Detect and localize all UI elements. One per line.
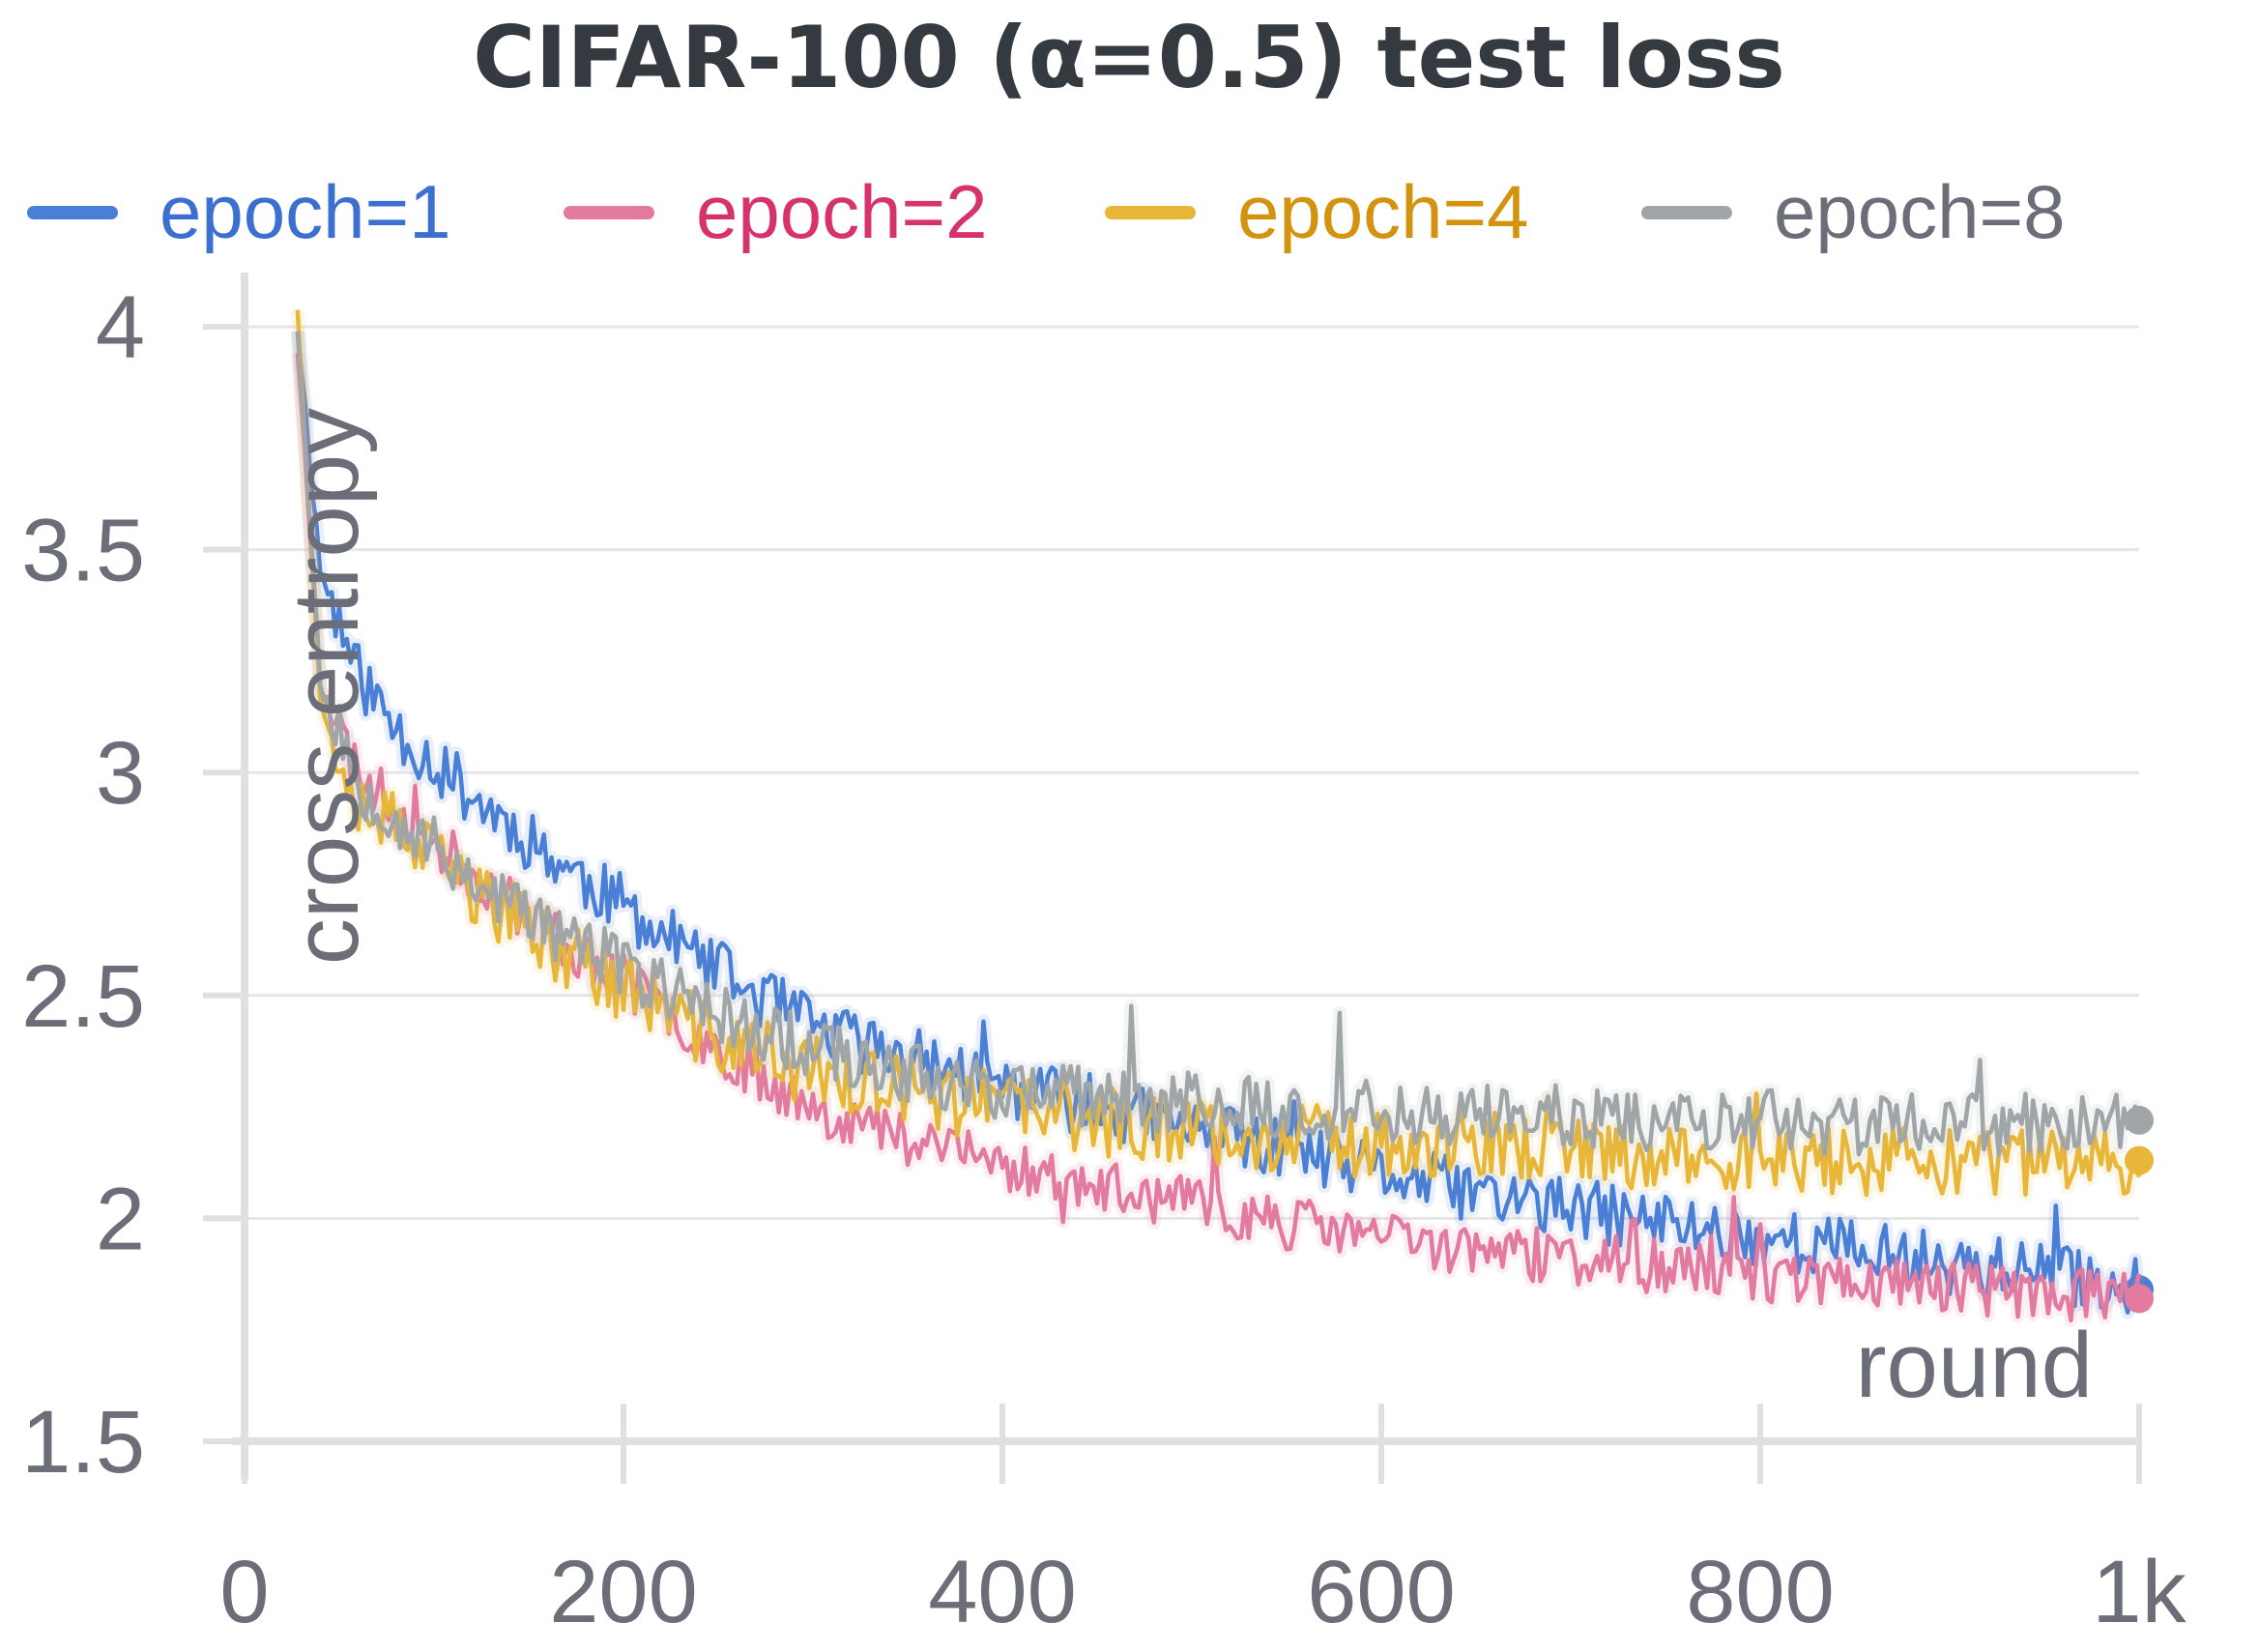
series-line-epoch=4	[295, 309, 2142, 1198]
legend-label-epoch=2: epoch=2	[696, 169, 987, 254]
y-tick-label: 2.5	[21, 947, 145, 1046]
y-axis-label: cross entropy	[275, 408, 378, 965]
series-band-epoch=8	[290, 331, 2146, 1162]
x-tick-label: 400	[928, 1543, 1077, 1641]
series-line-epoch=8	[295, 331, 2142, 1157]
series-band-epoch=4	[290, 309, 2146, 1202]
series-layer	[290, 309, 2154, 1327]
legend: epoch=1 epoch=2 epoch=4 epoch=8	[27, 169, 2065, 254]
y-tick-label: 3.5	[21, 502, 145, 600]
x-axis-label: round	[1855, 1314, 2093, 1417]
x-tick-label: 800	[1686, 1543, 1835, 1641]
x-tick-label: 0	[219, 1543, 269, 1641]
series-endpoint-epoch=2	[2125, 1284, 2154, 1314]
x-tick-label: 1k	[2092, 1543, 2187, 1641]
series-endpoint-epoch=8	[2125, 1105, 2154, 1135]
legend-label-epoch=8: epoch=8	[1774, 169, 2065, 254]
legend-label-epoch=4: epoch=4	[1237, 169, 1528, 254]
x-tick-label: 200	[549, 1543, 698, 1641]
y-tick-label: 2	[96, 1170, 145, 1268]
y-tick-label: 4	[96, 278, 145, 377]
axes: 1.5 2 2.5 3 3.5 4 0 200 400 600 800 1k	[21, 273, 2187, 1641]
chart-title: CIFAR-100 (α=0.5) test loss	[473, 8, 1784, 107]
x-tick-label: 600	[1307, 1543, 1456, 1641]
legend-label-epoch=1: epoch=1	[159, 169, 450, 254]
y-tick-label: 3	[96, 724, 145, 823]
series-endpoint-epoch=4	[2125, 1145, 2154, 1175]
y-tick-label: 1.5	[21, 1393, 145, 1492]
